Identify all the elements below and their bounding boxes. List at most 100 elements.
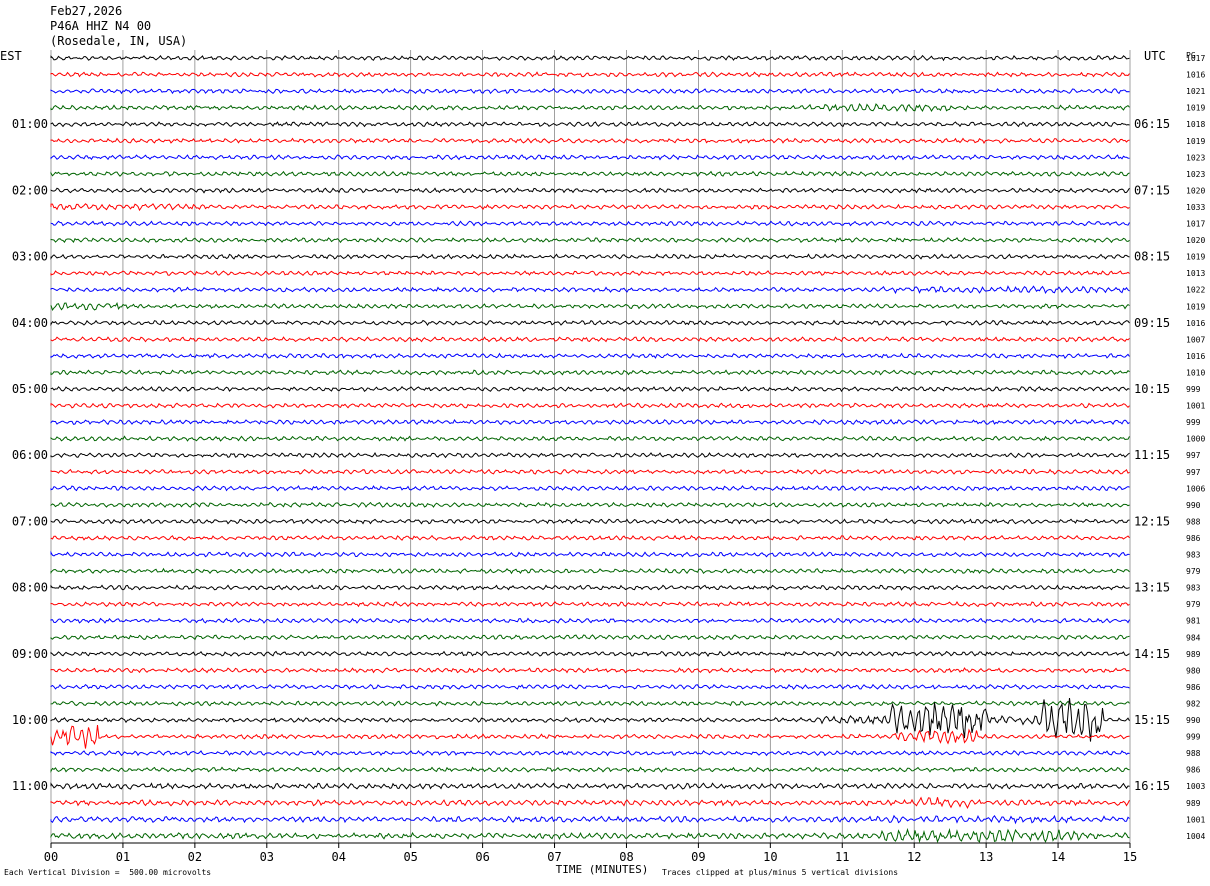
x-tick-label-03: 03 [260,850,274,864]
trace-value-label: 1020 [1186,236,1205,245]
seismic-trace [50,700,1130,707]
right-hour-label: 08:15 [1134,250,1170,264]
trace-value-label: 1022 [1186,286,1205,295]
seismic-trace [50,697,1130,742]
right-hour-label: 14:15 [1134,647,1170,661]
seismic-trace [50,584,1130,591]
trace-value-label: 982 [1186,699,1201,708]
left-hour-label: 04:00 [12,316,48,330]
trace-value-label: 1018 [1186,120,1205,129]
left-hour-label: 07:00 [12,514,48,528]
trace-value-label: 989 [1186,650,1201,659]
right-hour-label: 10:15 [1134,382,1170,396]
seismic-trace [50,137,1130,144]
seismic-trace [50,534,1130,541]
left-hour-label: 02:00 [12,183,48,197]
right-hour-label: 09:15 [1134,316,1170,330]
left-hour-label: 09:00 [12,647,48,661]
trace-value-label: 1001 [1186,815,1205,824]
left-hour-label: 06:00 [12,448,48,462]
trace-value-label: 981 [1186,617,1201,626]
trace-value-label: 997 [1186,468,1201,477]
trace-value-label: 1017 [1186,220,1205,229]
right-timezone-label: UTC [1144,49,1166,63]
traces [50,54,1130,844]
trace-value-label: 988 [1186,517,1201,526]
seismic-trace [50,270,1130,277]
trace-value-label: 1016 [1186,352,1205,361]
seismic-trace [50,336,1130,343]
trace-value-label: 1017 [1186,54,1205,63]
trace-value-label: 1019 [1186,137,1205,146]
seismic-trace [50,601,1130,608]
trace-value-label: 1004 [1186,832,1205,841]
seismic-trace [50,724,1130,749]
seismic-trace [50,170,1130,177]
seismic-trace [50,203,1130,212]
right-hour-label: 13:15 [1134,581,1170,595]
seismic-trace [50,285,1130,295]
x-tick-label-06: 06 [475,850,489,864]
seismic-trace [50,319,1130,327]
x-tick-label-00: 00 [44,850,58,864]
right-hour-label: 07:15 [1134,183,1170,197]
trace-value-label: 1003 [1186,782,1205,791]
trace-value-label: 1020 [1186,186,1205,195]
trace-value-label: 999 [1186,733,1201,742]
seismic-trace [50,667,1130,674]
seismic-trace [50,54,1130,62]
seismic-trace [50,750,1130,757]
trace-value-label: 1033 [1186,203,1205,212]
trace-value-label: 1016 [1186,71,1205,80]
scale-note: Each Vertical Division = 500.00 microvol… [4,868,212,877]
trace-value-label: 990 [1186,716,1201,725]
trace-value-label: 999 [1186,418,1201,427]
header-date: Feb27,2026 [50,4,123,18]
x-tick-label-05: 05 [403,850,417,864]
x-tick-label-02: 02 [188,850,202,864]
trace-value-label: 1001 [1186,402,1205,411]
seismic-trace [50,220,1130,227]
seismic-trace [50,120,1130,128]
right-hour-label: 06:15 [1134,117,1170,131]
trace-value-label: 986 [1186,534,1201,543]
seismic-trace [50,485,1130,492]
trace-value-label: 983 [1186,551,1201,560]
seismic-trace [50,782,1130,790]
seismic-trace [50,253,1130,260]
seismic-trace [50,87,1130,95]
x-tick-label-08: 08 [619,850,633,864]
seismic-trace [50,187,1130,194]
seismic-trace [50,634,1130,641]
seismic-trace [50,154,1130,161]
trace-value-label: 988 [1186,749,1201,758]
trace-value-label: 1023 [1186,153,1205,162]
seismic-trace [50,302,1130,311]
trace-value-label: 983 [1186,584,1201,593]
trace-value-label: 1019 [1186,253,1205,262]
axis-labels: 00 01 02 03 04 05 06 07 08 09 10 11 12 13 14 15 TIME (MI… [0,49,1205,876]
seismic-trace [50,102,1130,113]
left-hour-label: 03:00 [12,250,48,264]
seismic-trace [50,683,1130,691]
trace-value-label: 984 [1186,633,1201,642]
left-timezone-label: EST [0,49,22,63]
seismic-trace [50,501,1130,508]
trace-value-label: 989 [1186,799,1201,808]
clip-note: Traces clipped at plus/minus 5 vertical … [662,868,899,877]
trace-value-label: 1019 [1186,302,1205,311]
left-hour-label: 10:00 [12,713,48,727]
trace-value-label: 979 [1186,567,1201,576]
seismic-trace [50,814,1130,825]
seismic-trace [50,617,1130,624]
right-hour-label: 15:15 [1134,713,1170,727]
x-tick-label-01: 01 [116,850,130,864]
seismic-trace [50,766,1130,773]
trace-value-label: 979 [1186,600,1201,609]
x-axis-title: TIME (MINUTES) [556,863,649,876]
header-station: P46A HHZ N4 00 [50,19,152,33]
left-hour-label: 08:00 [12,581,48,595]
left-hour-label: 01:00 [12,117,48,131]
x-tick-label-07: 07 [547,850,561,864]
seismic-trace [50,468,1130,475]
